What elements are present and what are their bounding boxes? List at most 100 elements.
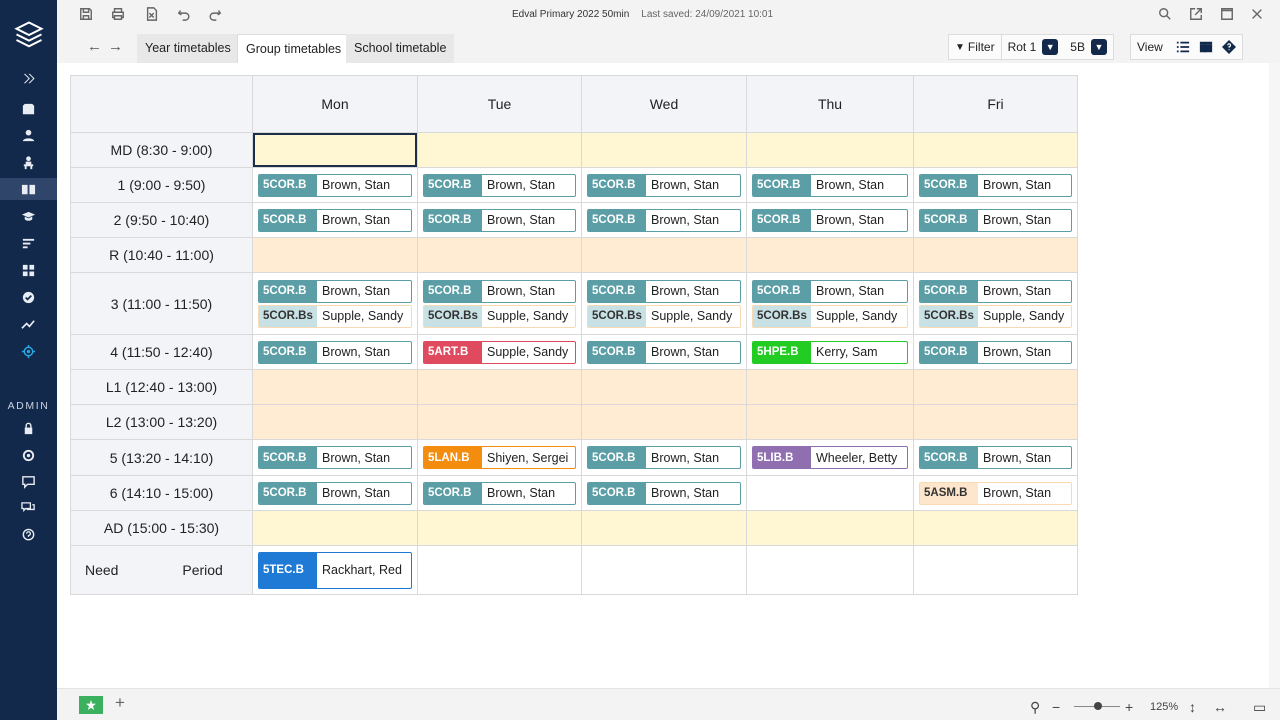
grid-icon[interactable] — [0, 259, 57, 281]
redo-icon[interactable] — [207, 6, 223, 22]
help-icon[interactable] — [0, 524, 57, 546]
lesson-card[interactable]: 5COR.B Brown, Stan — [587, 208, 741, 232]
timetable-cell-mon[interactable] — [252, 132, 418, 168]
lines-icon[interactable] — [0, 232, 57, 254]
lesson-card[interactable]: 5COR.B Brown, Stan — [752, 173, 908, 197]
timetable-cell-mon[interactable]: 5COR.B Brown, Stan 5COR.Bs Supple, Sandy — [252, 272, 418, 335]
lesson-card[interactable]: 5COR.B Brown, Stan — [752, 208, 908, 232]
table-view-icon[interactable] — [1197, 38, 1215, 56]
zoom-slider-handle[interactable] — [1094, 702, 1102, 710]
lesson-card[interactable]: 5ART.B Supple, Sandy — [423, 340, 576, 364]
timetable-cell-tue[interactable]: 5COR.B Brown, Stan — [417, 202, 582, 238]
timetable-cell-mon[interactable]: 5COR.B Brown, Stan — [252, 202, 418, 238]
timetable-cell-wed[interactable]: 5COR.B Brown, Stan — [581, 167, 747, 203]
lock-icon[interactable] — [0, 417, 57, 439]
graduation-cap-icon[interactable] — [0, 205, 57, 227]
lesson-card[interactable]: 5COR.B Brown, Stan — [258, 446, 412, 469]
check-icon[interactable] — [0, 286, 57, 308]
lesson-card[interactable]: 5COR.Bs Supple, Sandy — [258, 304, 412, 328]
lesson-card[interactable]: 5COR.B Brown, Stan — [752, 279, 908, 303]
need-cell-tue[interactable] — [417, 545, 582, 595]
timetable-cell-thu[interactable]: 5LIB.B Wheeler, Betty — [746, 439, 914, 476]
lesson-card[interactable]: 5COR.B Brown, Stan — [258, 340, 412, 364]
timetable-cell-tue[interactable]: 5COR.B Brown, Stan — [417, 475, 582, 511]
timetable-cell-wed[interactable]: 5COR.B Brown, Stan — [581, 439, 747, 476]
timetable-cell-tue[interactable]: 5ART.B Supple, Sandy — [417, 334, 582, 370]
timetable-cell-tue[interactable]: 5COR.B Brown, Stan — [417, 167, 582, 203]
timetable-cell-tue[interactable] — [417, 404, 582, 440]
tab-group-timetables[interactable]: Group timetables — [237, 34, 351, 63]
lesson-card[interactable]: 5COR.B Brown, Stan — [587, 279, 741, 303]
lesson-card[interactable]: 5COR.Bs Supple, Sandy — [423, 304, 576, 328]
timetable-cell-thu[interactable] — [746, 237, 914, 273]
chat-icon[interactable] — [0, 470, 57, 492]
timetable-cell-tue[interactable] — [417, 132, 582, 168]
lesson-card[interactable]: 5COR.B Brown, Stan — [587, 173, 741, 197]
timetable-cell-fri[interactable]: 5COR.B Brown, Stan 5COR.Bs Supple, Sandy — [913, 272, 1078, 335]
lesson-card[interactable]: 5COR.Bs Supple, Sandy — [587, 304, 741, 328]
rotation-select[interactable]: Rot 1 ▼ — [1002, 35, 1065, 59]
tab-year-timetables[interactable]: Year timetables — [137, 34, 239, 63]
vertical-scrollbar[interactable] — [1269, 63, 1280, 688]
lesson-card[interactable]: 5COR.B Brown, Stan — [258, 481, 412, 505]
export-excel-icon[interactable] — [144, 6, 160, 22]
print-icon[interactable] — [110, 6, 126, 22]
zoom-out-icon[interactable]: − — [1052, 699, 1061, 715]
timetable-cell-mon[interactable] — [252, 510, 418, 546]
list-view-icon[interactable] — [1174, 38, 1192, 56]
lesson-card[interactable]: 5ASM.B Brown, Stan — [919, 481, 1072, 505]
timetable-cell-mon[interactable]: 5COR.B Brown, Stan — [252, 439, 418, 476]
add-sheet-icon[interactable]: + — [115, 693, 125, 712]
timetable-cell-fri[interactable]: 5COR.B Brown, Stan — [913, 439, 1078, 476]
lesson-card[interactable]: 5COR.B Brown, Stan — [587, 340, 741, 364]
sheet-tab[interactable] — [79, 696, 103, 714]
timetable-cell-tue[interactable]: 5COR.B Brown, Stan 5COR.Bs Supple, Sandy — [417, 272, 582, 335]
timetable-cell-wed[interactable] — [581, 369, 747, 405]
timetable-cell-thu[interactable]: 5COR.B Brown, Stan — [746, 202, 914, 238]
lesson-card[interactable]: 5COR.Bs Supple, Sandy — [752, 304, 908, 328]
lesson-card[interactable]: 5COR.B Brown, Stan — [919, 279, 1072, 303]
lesson-card[interactable]: 5COR.B Brown, Stan — [258, 279, 412, 303]
timetable-cell-mon[interactable] — [252, 237, 418, 273]
need-cell-mon[interactable]: 5TEC.B Rackhart, Red — [252, 545, 418, 595]
timetable-cell-fri[interactable] — [913, 132, 1078, 168]
timetable-cell-fri[interactable]: 5ASM.B Brown, Stan — [913, 475, 1078, 511]
timetable-cell-wed[interactable]: 5COR.B Brown, Stan — [581, 475, 747, 511]
timetable-cell-thu[interactable]: 5COR.B Brown, Stan — [746, 167, 914, 203]
lesson-card[interactable]: 5COR.B Brown, Stan — [423, 208, 576, 232]
undo-icon[interactable] — [176, 6, 192, 22]
lesson-card[interactable]: 5COR.B Brown, Stan — [919, 340, 1072, 364]
timetable-cell-fri[interactable] — [913, 369, 1078, 405]
need-cell-fri[interactable] — [913, 545, 1078, 595]
teacher-icon[interactable] — [0, 151, 57, 173]
trend-icon[interactable] — [0, 313, 57, 335]
timetable-cell-wed[interactable] — [581, 237, 747, 273]
lesson-card[interactable]: 5COR.B Brown, Stan — [919, 173, 1072, 197]
lesson-card[interactable]: 5COR.B Brown, Stan — [258, 173, 412, 197]
zoom-in-icon[interactable]: + — [1125, 699, 1134, 715]
fit-width-icon[interactable]: ↔ — [1213, 699, 1227, 715]
inbox-icon[interactable] — [0, 98, 57, 120]
popout-icon[interactable] — [1188, 6, 1204, 22]
fit-height-icon[interactable]: ↕ — [1189, 699, 1196, 715]
lesson-card[interactable]: 5COR.B Brown, Stan — [919, 208, 1072, 232]
need-cell-thu[interactable] — [746, 545, 914, 595]
timetable-cell-tue[interactable]: 5LAN.B Shiyen, Sergei — [417, 439, 582, 476]
timetable-cell-thu[interactable] — [746, 369, 914, 405]
lesson-card[interactable]: 5COR.B Brown, Stan — [423, 481, 576, 505]
logo-icon[interactable] — [0, 20, 57, 50]
timetable-cell-wed[interactable]: 5COR.B Brown, Stan — [581, 202, 747, 238]
timetable-cell-mon[interactable] — [252, 404, 418, 440]
lesson-card[interactable]: 5LAN.B Shiyen, Sergei — [423, 446, 576, 469]
zoom-search-icon[interactable]: ⚲ — [1030, 699, 1041, 715]
timetable-cell-tue[interactable] — [417, 369, 582, 405]
forward-arrow-icon[interactable]: → — [108, 38, 123, 55]
gear-icon[interactable] — [0, 444, 57, 466]
filter-button[interactable]: ▼ Filter — [949, 35, 1002, 59]
expand-icon[interactable] — [0, 67, 57, 89]
lesson-card[interactable]: 5COR.B Brown, Stan — [423, 279, 576, 303]
need-cell-wed[interactable] — [581, 545, 747, 595]
search-icon[interactable] — [1157, 6, 1173, 22]
save-icon[interactable] — [78, 6, 94, 22]
timetable-cell-fri[interactable]: 5COR.B Brown, Stan — [913, 334, 1078, 370]
